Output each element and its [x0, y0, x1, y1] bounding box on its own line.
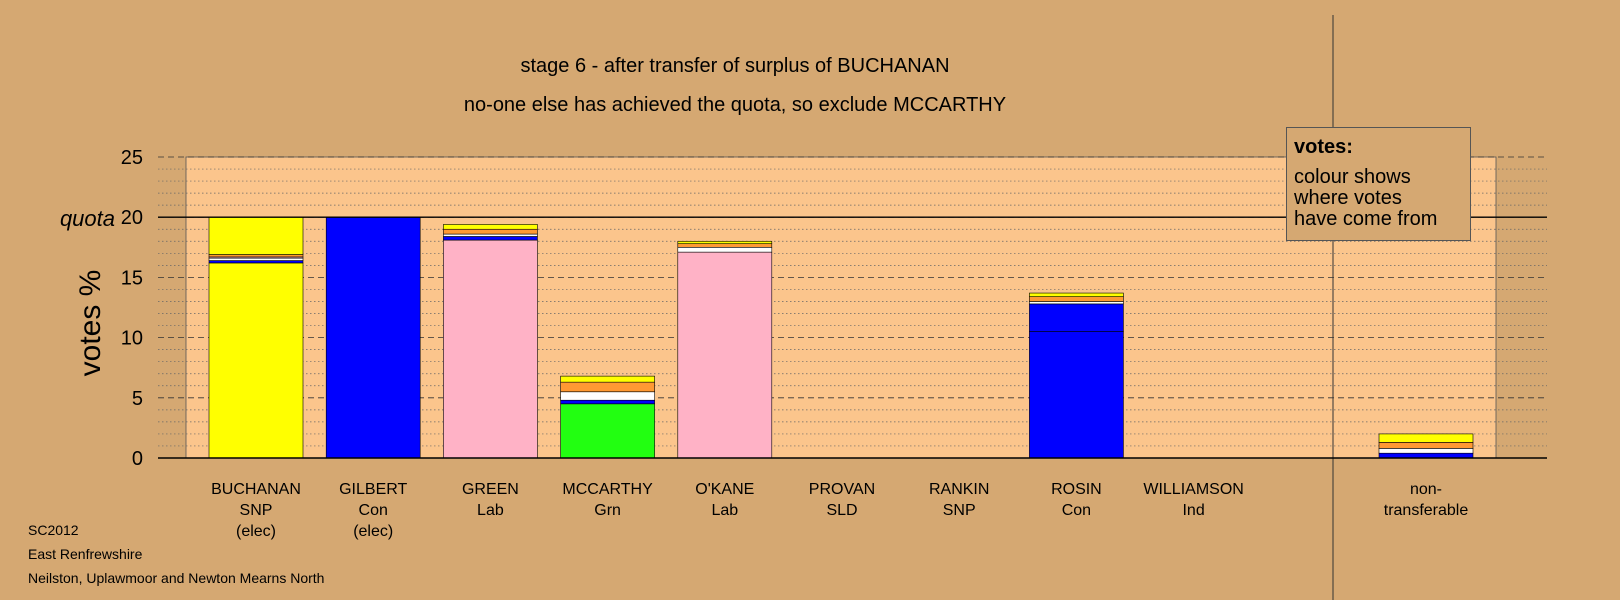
bar-nontransferable-segment: [1378, 448, 1474, 454]
bar-okane-segment: [677, 251, 773, 459]
bar-mccarthy-segment: [560, 403, 655, 459]
election-label: SC2012: [28, 522, 79, 538]
quota-label: quota: [60, 206, 115, 231]
bar-green-segment: [443, 233, 538, 237]
nontransferable-label: transferable: [1384, 502, 1469, 519]
y-tick-label: 25: [121, 147, 143, 169]
bar-nontransferable-segment: [1378, 452, 1474, 459]
bar-okane-segment: [677, 243, 773, 248]
bar-rosin-segment: [1029, 303, 1124, 332]
candidate-label: (elec): [353, 523, 393, 540]
bar-buchanan-segment: [208, 254, 304, 258]
candidate-label: WILLIAMSON: [1143, 481, 1243, 498]
candidate-label: Ind: [1182, 502, 1204, 519]
y-tick-label: 15: [121, 267, 143, 289]
bar-buchanan-segment: [208, 257, 304, 261]
bar-buchanan-segment: [208, 260, 304, 264]
legend-line: where votes: [1294, 187, 1402, 209]
bar-mccarthy-segment: [560, 391, 655, 401]
bar-gilbert-segment: [325, 216, 421, 459]
y-tick-label: 20: [121, 207, 143, 229]
candidate-label: O'KANE: [695, 481, 754, 498]
chart-subtitle: no-one else has achieved the quota, so e…: [464, 94, 1006, 116]
bar-okane-segment: [677, 240, 773, 244]
candidate-label: (elec): [236, 523, 276, 540]
legend-box: votes: colour shows where votes have com…: [1286, 127, 1471, 241]
candidate-label: RANKIN: [929, 481, 989, 498]
candidate-label: Lab: [711, 502, 738, 519]
bar-nontransferable-segment: [1378, 442, 1474, 449]
bar-mccarthy-segment: [560, 381, 655, 393]
bar-green-segment: [443, 236, 538, 241]
candidate-label: Lab: [477, 502, 504, 519]
bar-green-segment: [443, 228, 538, 235]
bar-mccarthy-segment: [560, 399, 655, 405]
bar-buchanan-segment: [208, 262, 304, 459]
candidate-label: Con: [359, 502, 388, 519]
y-tick-label: 10: [121, 328, 143, 350]
bar-okane-segment: [677, 247, 773, 253]
bar-mccarthy-segment: [560, 375, 655, 383]
candidate-label: GREEN: [462, 481, 519, 498]
candidate-label: GILBERT: [339, 481, 407, 498]
candidate-label: SNP: [943, 502, 976, 519]
bar-rosin-segment: [1029, 331, 1124, 459]
bar-nontransferable-segment: [1378, 433, 1474, 443]
y-tick-label: 5: [132, 388, 143, 410]
bar-rosin-segment: [1029, 296, 1124, 302]
candidate-label: PROVAN: [809, 481, 875, 498]
legend-line: have come from: [1294, 208, 1438, 230]
ward-label: Neilston, Uplawmoor and Newton Mearns No…: [28, 570, 325, 586]
legend-line: colour shows: [1294, 166, 1411, 188]
candidate-label: Grn: [594, 502, 621, 519]
bar-buchanan-segment: [208, 216, 304, 255]
chart-title: stage 6 - after transfer of surplus of B…: [520, 55, 949, 77]
bar-green-segment: [443, 239, 538, 459]
legend-title: votes:: [1294, 136, 1353, 158]
bar-rosin-segment: [1029, 292, 1124, 297]
nontransferable-label: non-: [1410, 481, 1442, 498]
council-label: East Renfrewshire: [28, 546, 143, 562]
candidate-label: BUCHANAN: [211, 481, 301, 498]
bar-green-segment: [443, 224, 538, 230]
candidate-label: MCCARTHY: [562, 481, 653, 498]
candidate-label: SLD: [826, 502, 857, 519]
y-axis-label: votes %: [74, 270, 107, 377]
y-tick-label: 0: [132, 448, 143, 470]
bar-rosin-segment: [1029, 301, 1124, 305]
candidate-label: ROSIN: [1051, 481, 1102, 498]
candidate-label: SNP: [240, 502, 273, 519]
candidate-label: Con: [1062, 502, 1091, 519]
